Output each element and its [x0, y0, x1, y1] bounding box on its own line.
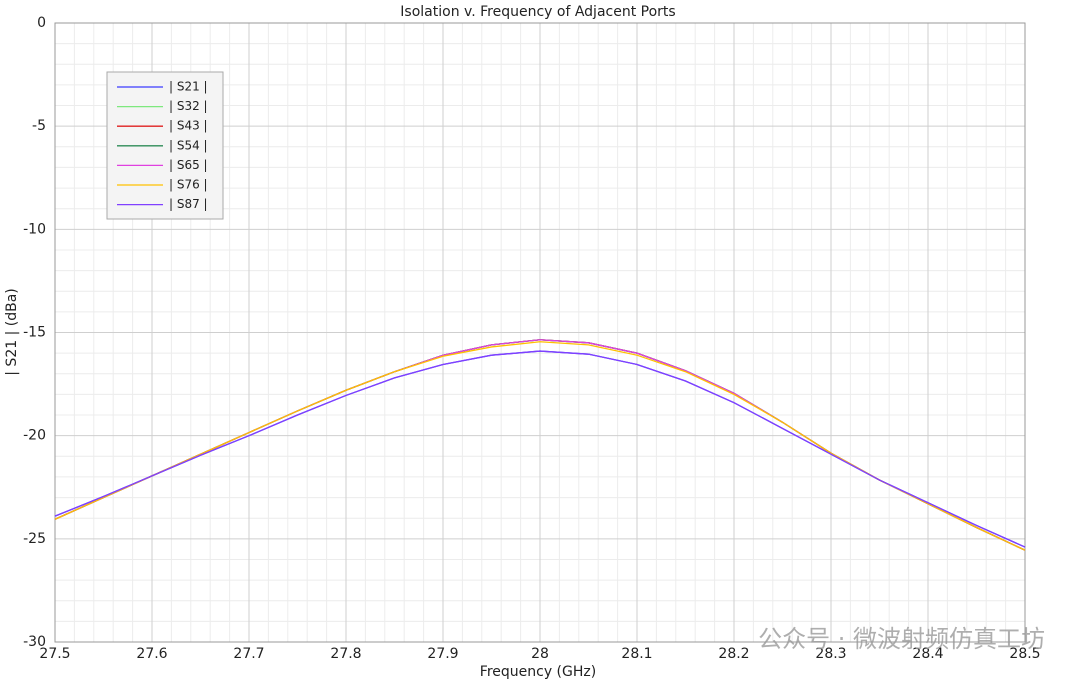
x-axis-label: Frequency (GHz)	[480, 664, 596, 680]
legend-label: | S21 |	[169, 80, 208, 94]
x-tick-label: 28.2	[718, 646, 749, 662]
series-line	[54, 350, 1026, 548]
x-tick-label: 28.4	[912, 646, 943, 662]
plot-frame	[54, 22, 1026, 643]
x-tick-label: 27.6	[136, 646, 167, 662]
y-tick-label: -5	[32, 118, 46, 134]
x-tick-label: 28	[531, 646, 549, 662]
watermark: 公众号 · 微波射频仿真工坊	[758, 625, 1045, 653]
x-tick-label: 28.3	[815, 646, 846, 662]
y-axis-label: | S21 | (dBa)	[4, 288, 20, 375]
x-tick-label: 28.5	[1009, 646, 1040, 662]
legend: | S21 | | S32 | | S43 | | S54 | | S65 | | S76…	[106, 71, 224, 220]
y-tick-label: -20	[23, 428, 46, 444]
legend-label: | S65 |	[169, 158, 208, 172]
legend-label: | S32 |	[169, 99, 208, 113]
legend-label: | S43 |	[169, 119, 208, 133]
legend-label: | S87 |	[169, 197, 208, 211]
x-tick-label: 27.5	[39, 646, 70, 662]
y-tick-label: -10	[23, 221, 46, 237]
chart-title: Isolation v. Frequency of Adjacent Ports	[400, 4, 675, 20]
legend-label: | S76 |	[169, 178, 208, 192]
x-tick-label: 27.9	[427, 646, 458, 662]
y-tick-label: 0	[37, 15, 46, 31]
y-tick-label: -25	[23, 531, 46, 547]
y-tick-label: -30	[23, 634, 46, 650]
y-tick-label: -15	[23, 325, 46, 341]
x-tick-label: 28.1	[621, 646, 652, 662]
x-tick-label: 27.8	[330, 646, 361, 662]
legend-label: | S54 |	[169, 138, 208, 152]
x-tick-label: 27.7	[233, 646, 264, 662]
